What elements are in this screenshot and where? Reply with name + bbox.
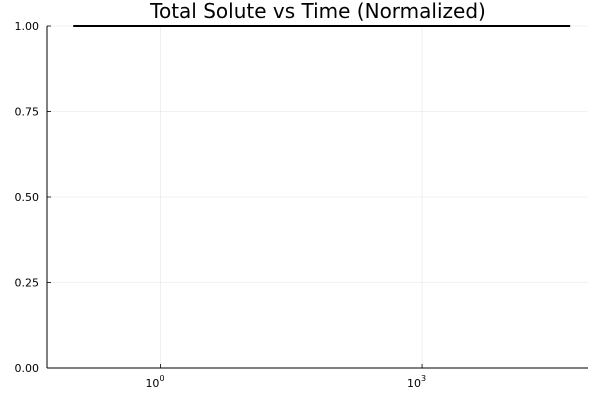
x-tick-exponent: 3	[421, 374, 426, 383]
y-tick-label: 0.50	[15, 191, 40, 204]
y-tick-label: 1.00	[15, 20, 40, 33]
x-tick-label: 10 3	[407, 374, 426, 390]
x-tick-base: 10	[407, 377, 421, 390]
x-tick-label: 10 0	[145, 374, 164, 390]
grid	[47, 25, 588, 369]
chart-title: Total Solute vs Time (Normalized)	[149, 0, 486, 23]
axes	[46, 25, 588, 369]
y-tick-labels: 0.00 0.25 0.50 0.75 1.00	[15, 20, 40, 375]
x-tick-base: 10	[145, 377, 159, 390]
y-tick-label: 0.00	[15, 362, 40, 375]
x-tick-labels: 10 0 10 3	[145, 374, 426, 390]
y-tick-label: 0.75	[15, 106, 40, 119]
x-tick-exponent: 0	[159, 374, 164, 383]
y-tick-label: 0.25	[15, 277, 40, 290]
